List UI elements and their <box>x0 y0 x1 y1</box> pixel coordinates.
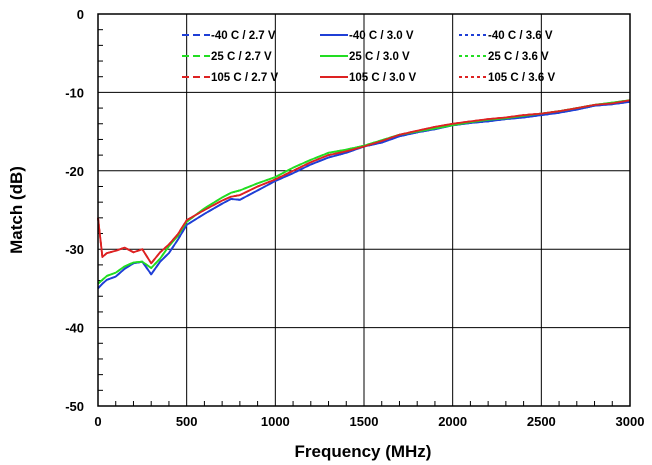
legend-item: -40 C / 3.0 V <box>320 30 414 42</box>
y-tick-label: -10 <box>65 85 84 100</box>
y-tick-labels: 0 -10 -20 -30 -40 -50 <box>65 7 84 414</box>
legend: -40 C / 2.7 V 25 C / 2.7 V 105 C / 2.7 V -4… <box>182 30 555 84</box>
legend-item: 25 C / 2.7 V <box>182 51 272 63</box>
legend-label: 105 C / 3.0 V <box>349 72 416 84</box>
legend-item: 105 C / 3.0 V <box>320 72 416 84</box>
x-tick-label: 1500 <box>350 414 379 429</box>
y-tick-label: 0 <box>77 7 84 22</box>
y-tick-label: -30 <box>65 242 84 257</box>
legend-label: 25 C / 3.0 V <box>349 51 410 63</box>
legend-item: -40 C / 2.7 V <box>182 30 276 42</box>
y-tick-label: -50 <box>65 399 84 414</box>
legend-item: 105 C / 2.7 V <box>182 72 278 84</box>
series-layer <box>97 99 631 290</box>
legend-item: 25 C / 3.0 V <box>320 51 410 63</box>
x-tick-label: 3000 <box>616 414 645 429</box>
y-tick-label: -20 <box>65 164 84 179</box>
legend-label: 105 C / 3.6 V <box>488 72 555 84</box>
legend-item: -40 C / 3.6 V <box>459 30 553 42</box>
legend-item: 105 C / 3.6 V <box>459 72 555 84</box>
legend-label: -40 C / 2.7 V <box>211 30 276 42</box>
legend-label: 25 C / 3.6 V <box>488 51 549 63</box>
legend-label: 25 C / 2.7 V <box>211 51 272 63</box>
plot-frame <box>97 13 631 407</box>
x-tick-label: 0 <box>94 414 101 429</box>
legend-label: 105 C / 2.7 V <box>211 72 278 84</box>
x-tick-label: 2000 <box>438 414 467 429</box>
x-tick-label: 2500 <box>527 414 556 429</box>
series-line-105-c-3-0-v <box>97 99 631 265</box>
legend-label: -40 C / 3.6 V <box>488 30 553 42</box>
y-axis-title: Match (dB) <box>7 166 26 254</box>
x-tick-labels: 0 500 1000 1500 2000 2500 3000 <box>94 414 644 429</box>
x-tick-label: 1000 <box>261 414 290 429</box>
legend-label: -40 C / 3.0 V <box>349 30 414 42</box>
x-axis-title: Frequency (MHz) <box>295 442 432 461</box>
y-tick-label: -40 <box>65 321 84 336</box>
x-tick-label: 500 <box>176 414 198 429</box>
legend-item: 25 C / 3.6 V <box>459 51 549 63</box>
